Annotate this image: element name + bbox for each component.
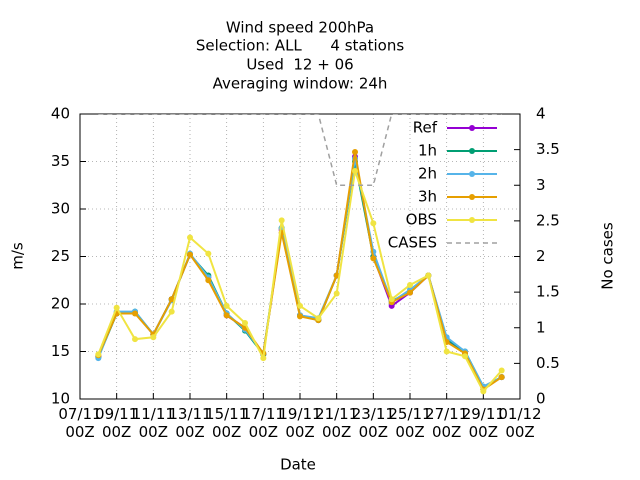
point xyxy=(260,355,267,362)
title-line: Used 12 + 06 xyxy=(246,56,353,74)
title-line: Averaging window: 24h xyxy=(213,75,388,93)
point xyxy=(223,312,230,319)
point xyxy=(370,255,377,262)
y-tick-label: 15 xyxy=(51,342,70,360)
point xyxy=(168,308,175,315)
point xyxy=(425,272,432,279)
series-line xyxy=(97,158,503,388)
legend-marker xyxy=(469,148,475,154)
x-tick-label: 19/11 00Z xyxy=(278,405,322,441)
x-tick-label: 11/11 00Z xyxy=(131,405,175,441)
y-tick-label: 40 xyxy=(51,105,70,123)
point xyxy=(480,388,487,395)
y2-tick-label: 2.5 xyxy=(536,211,560,229)
y-tick-label: 10 xyxy=(51,390,70,408)
legend-label: 2h xyxy=(418,165,437,183)
point xyxy=(242,320,248,326)
point xyxy=(443,348,450,355)
point xyxy=(205,250,212,257)
point xyxy=(187,234,193,241)
y-tick-label: 25 xyxy=(51,247,70,265)
point xyxy=(187,251,193,258)
x-tick-label: 23/11 00Z xyxy=(351,405,395,441)
x-tick-label: 29/11 00Z xyxy=(461,405,505,441)
x-tick-label: 27/11 00Z xyxy=(425,405,469,441)
x-tick-label: 07/11 00Z xyxy=(58,405,102,441)
point xyxy=(407,289,413,296)
point xyxy=(352,168,358,174)
plot-area xyxy=(95,114,505,395)
legend-marker xyxy=(469,125,475,131)
point xyxy=(297,302,303,309)
x-tick-label: 09/11 00Z xyxy=(95,405,139,441)
y2-tick-label: 4 xyxy=(536,105,546,123)
legend-marker xyxy=(469,171,475,177)
point xyxy=(278,217,285,224)
y-axis-label: m/s xyxy=(9,242,27,270)
legend-label: Ref xyxy=(413,119,438,137)
title-line: Selection: ALL 4 stations xyxy=(196,37,404,55)
point xyxy=(205,277,212,284)
y2-tick-label: 2 xyxy=(536,247,546,265)
legend-label: 1h xyxy=(418,142,437,160)
point xyxy=(498,367,505,374)
legend-marker xyxy=(469,217,475,223)
y2-tick-label: 1.5 xyxy=(536,283,560,301)
point xyxy=(168,296,175,303)
y2-tick-label: 3.5 xyxy=(536,140,560,158)
legend-label: CASES xyxy=(388,234,437,252)
legend-label: 3h xyxy=(418,188,437,206)
point xyxy=(407,282,413,288)
point xyxy=(498,374,505,381)
x-tick-label: 13/11 00Z xyxy=(168,405,212,441)
y2-axis-label: No cases xyxy=(599,222,617,290)
point xyxy=(388,296,395,303)
point xyxy=(113,304,120,311)
point xyxy=(333,290,340,297)
y2-tick-label: 0 xyxy=(536,390,546,408)
title-line: Wind speed 200hPa xyxy=(226,19,374,37)
x-tick-label: 25/11 00Z xyxy=(388,405,432,441)
point xyxy=(462,353,468,360)
x-tick-label: 01/12 00Z xyxy=(498,405,542,441)
series-line xyxy=(97,156,503,389)
point xyxy=(132,336,138,343)
y2-tick-label: 1 xyxy=(536,318,546,336)
legend-marker xyxy=(469,194,475,200)
point xyxy=(352,149,358,155)
point xyxy=(95,351,102,358)
y2-tick-label: 0.5 xyxy=(536,354,560,372)
y2-tick-label: 3 xyxy=(536,176,546,194)
point xyxy=(132,310,138,317)
point xyxy=(297,313,303,320)
x-tick-label: 21/11 00Z xyxy=(315,405,359,441)
x-axis-label: Date xyxy=(280,456,316,474)
point xyxy=(370,220,377,227)
y-tick-label: 35 xyxy=(51,152,70,170)
y-tick-label: 20 xyxy=(51,295,70,313)
point xyxy=(150,334,157,341)
x-tick-label: 15/11 00Z xyxy=(205,405,249,441)
point xyxy=(223,302,230,309)
point xyxy=(315,315,322,322)
x-tick-label: 17/11 00Z xyxy=(241,405,285,441)
legend-label: OBS xyxy=(406,211,437,229)
y-tick-label: 30 xyxy=(51,200,70,218)
